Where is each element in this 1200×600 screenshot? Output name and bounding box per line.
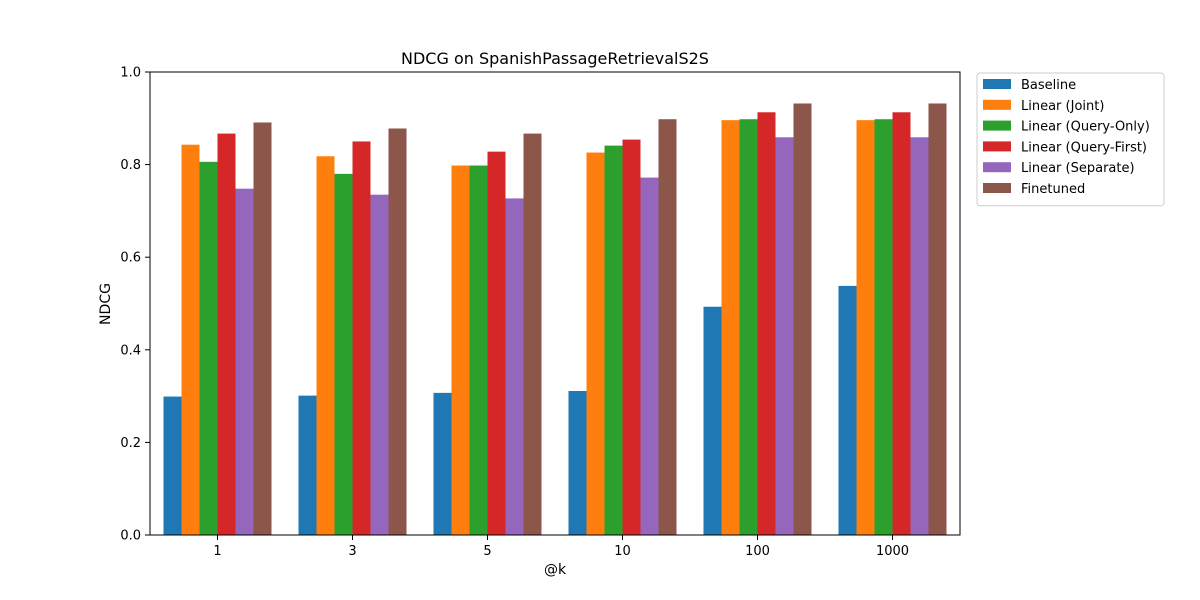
bar <box>757 112 776 535</box>
legend-swatch <box>983 183 1011 193</box>
y-tick-label: 0.2 <box>120 436 141 451</box>
y-tick-label: 1.0 <box>120 66 141 81</box>
bar <box>892 112 911 535</box>
x-axis-label: @k <box>544 562 567 578</box>
series-linear-query-only <box>199 119 893 536</box>
bar <box>253 122 272 535</box>
bar <box>568 391 587 535</box>
x-tick-label: 1 <box>213 544 221 559</box>
y-tick-label: 0.6 <box>120 251 141 266</box>
legend-label: Linear (Separate) <box>1021 161 1135 176</box>
x-tick-label: 10 <box>614 544 631 559</box>
bar <box>586 152 605 535</box>
bar <box>334 173 353 536</box>
y-axis-label: NDCG <box>98 283 114 325</box>
legend-swatch <box>983 79 1011 89</box>
bar <box>181 144 200 535</box>
bar <box>469 165 488 535</box>
bar <box>658 119 677 535</box>
axes-frame <box>149 71 961 536</box>
bar <box>775 137 794 535</box>
legend-label: Linear (Query-Only) <box>1021 120 1150 135</box>
bar <box>793 103 812 535</box>
chart-title: NDCG on SpanishPassageRetrievalS2S <box>401 49 709 68</box>
bar <box>370 194 389 535</box>
legend-label: Baseline <box>1021 78 1076 93</box>
series-finetuned <box>253 103 947 536</box>
bar <box>433 392 452 535</box>
bar <box>298 395 317 535</box>
bar <box>721 120 740 536</box>
bar <box>703 306 722 535</box>
bar <box>505 198 524 535</box>
bar <box>856 120 875 536</box>
y-tick-label: 0.8 <box>120 158 141 173</box>
x-tick-label: 100 <box>745 544 770 559</box>
bar <box>523 133 542 535</box>
legend-swatch <box>983 120 1011 131</box>
y-tick-label: 0.0 <box>120 529 141 544</box>
bar <box>874 119 893 535</box>
bar <box>451 165 470 535</box>
bar <box>739 119 758 535</box>
plot-area: 0.0 0.2 0.4 0.6 0.8 1.0 1 3 5 10 100 1000 <box>120 66 961 559</box>
series-linear-separate <box>235 137 929 535</box>
y-tick-label: 0.4 <box>120 343 141 358</box>
bar <box>217 133 236 535</box>
bar <box>640 177 659 535</box>
bar <box>316 156 335 535</box>
bar <box>622 139 641 535</box>
x-tick-label: 3 <box>348 544 356 559</box>
bar <box>928 103 947 535</box>
legend-swatch <box>983 99 1011 110</box>
x-tick-label: 1000 <box>876 544 909 559</box>
legend-swatch <box>983 141 1011 152</box>
legend: Baseline Linear (Joint) Linear (Query-Only… <box>976 72 1165 207</box>
bar <box>163 396 182 535</box>
bar <box>910 137 929 535</box>
bar <box>604 145 623 535</box>
legend-label: Linear (Query-First) <box>1021 140 1147 155</box>
legend-swatch <box>983 162 1011 173</box>
series-linear-joint <box>181 120 875 536</box>
legend-frame <box>976 72 1165 207</box>
bar <box>199 161 218 535</box>
bar <box>838 285 857 535</box>
bar <box>487 151 506 535</box>
legend-label: Linear (Joint) <box>1021 99 1104 114</box>
x-tick-label: 5 <box>483 544 491 559</box>
series-baseline <box>163 285 857 535</box>
legend-label: Finetuned <box>1021 182 1085 197</box>
series-linear-query-first <box>217 112 911 535</box>
bar <box>388 128 407 536</box>
bar <box>235 188 254 535</box>
bar <box>352 141 371 535</box>
